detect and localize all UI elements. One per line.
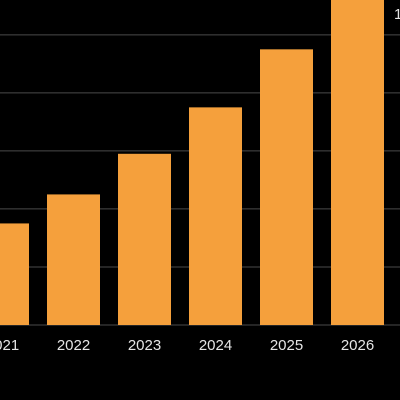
x-tick-label: 2022	[57, 337, 90, 354]
bar	[47, 194, 100, 325]
bar	[118, 153, 171, 325]
x-tick-label: 2021	[0, 337, 19, 354]
bar	[331, 0, 384, 326]
x-tick-label: 2026	[341, 337, 374, 354]
x-tick-label: 2023	[128, 337, 161, 354]
y-tick-label: 1	[394, 6, 400, 23]
bar	[260, 49, 313, 326]
bar	[0, 223, 29, 325]
bar	[189, 107, 242, 325]
x-tick-label: 2024	[199, 337, 232, 354]
x-tick-label: 2025	[270, 337, 303, 354]
